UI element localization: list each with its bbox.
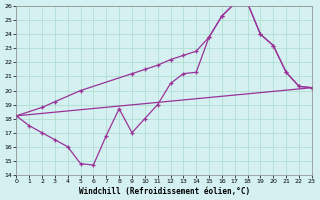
X-axis label: Windchill (Refroidissement éolien,°C): Windchill (Refroidissement éolien,°C) — [78, 187, 250, 196]
